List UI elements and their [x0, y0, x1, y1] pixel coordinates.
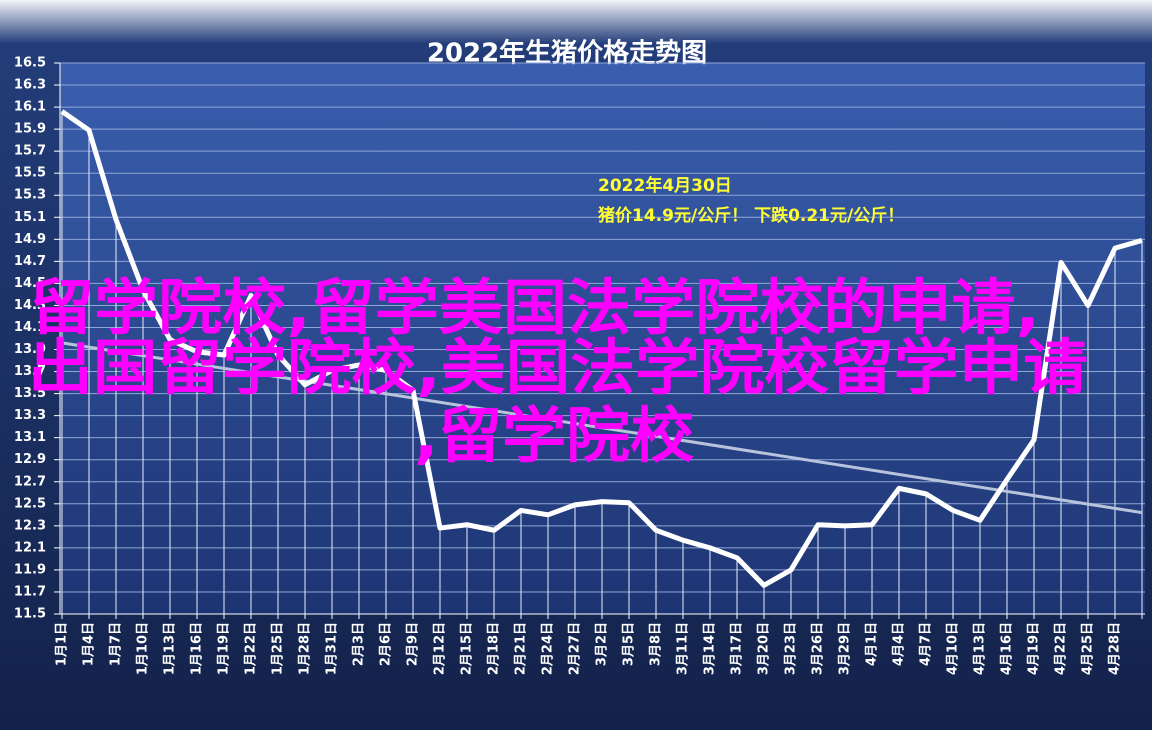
annotation: 2022年4月30日 — [598, 175, 732, 196]
overlay-text: 留学院校,留学美国法学院校的申请, — [30, 274, 1040, 344]
x-tick-label: 1月16日 — [190, 622, 205, 675]
x-tick-label: 2月18日 — [487, 622, 502, 675]
y-tick-label: 12.9 — [14, 452, 46, 467]
x-tick-label: 4月10日 — [946, 622, 961, 675]
x-tick-label: 2月15日 — [460, 622, 475, 675]
x-tick-label: 2月24日 — [541, 622, 556, 675]
y-tick-label: 14.1 — [14, 320, 46, 335]
y-tick-label: 14.5 — [14, 276, 46, 291]
price-line — [60, 109, 1143, 588]
x-tick-label: 1月13日 — [163, 622, 178, 675]
x-tick-label: 3月14日 — [703, 622, 718, 675]
x-tick-label: 1月10日 — [136, 622, 151, 675]
y-tick-label: 14.9 — [14, 232, 46, 247]
y-tick-label: 13.3 — [14, 408, 46, 423]
overlay-text: 出国留学院校,美国法学院校留学申请 — [28, 334, 1088, 404]
y-tick-label: 14.3 — [14, 298, 46, 313]
x-tick-label: 1月22日 — [244, 622, 259, 675]
x-tick-label: 2月6日 — [379, 622, 394, 666]
y-tick-label: 13.1 — [14, 430, 46, 445]
x-tick-label: 2月21日 — [514, 622, 529, 675]
y-tick-label: 15.7 — [14, 144, 46, 159]
y-tick-label: 13.7 — [14, 364, 46, 379]
x-tick-label: 4月28日 — [1108, 622, 1123, 675]
y-tick-label: 12.7 — [14, 474, 46, 489]
y-tick-label: 15.5 — [14, 166, 46, 181]
annotation: 猪价14.9元/公斤！ 下跌0.21元/公斤！ — [598, 205, 904, 226]
x-tick-label: 3月23日 — [784, 622, 799, 675]
y-tick-label: 13.5 — [14, 386, 46, 401]
x-tick-label: 2月27日 — [568, 622, 583, 675]
x-tick-label: 1月31日 — [325, 622, 340, 675]
x-tick-label: 4月7日 — [919, 622, 934, 666]
x-tick-label: 4月16日 — [1000, 622, 1015, 675]
x-tick-label: 3月5日 — [622, 622, 637, 666]
x-tick-label: 1月1日 — [55, 622, 70, 666]
y-tick-label: 12.5 — [14, 496, 46, 511]
x-tick-label: 4月4日 — [892, 622, 907, 666]
x-tick-label: 1月25日 — [271, 622, 286, 675]
x-tick-label: 4月1日 — [865, 622, 880, 666]
x-tick-label: 3月29日 — [838, 622, 853, 675]
x-tick-label: 3月20日 — [757, 622, 772, 675]
y-tick-label: 15.9 — [14, 122, 46, 137]
y-tick-label: 14.7 — [14, 254, 46, 269]
x-tick-label: 3月17日 — [730, 622, 745, 675]
x-tick-label: 4月19日 — [1027, 622, 1042, 675]
x-tick-label: 1月4日 — [82, 622, 97, 666]
x-tick-label: 4月13日 — [973, 622, 988, 675]
y-tick-label: 16.1 — [14, 100, 46, 115]
x-tick-label: 2月12日 — [433, 622, 448, 675]
x-tick-label: 2月3日 — [352, 622, 367, 666]
y-tick-label: 11.7 — [14, 584, 46, 599]
x-tick-label: 3月11日 — [676, 622, 691, 675]
x-tick-label: 2月9日 — [406, 622, 421, 666]
x-tick-label: 1月19日 — [217, 622, 232, 675]
x-tick-label: 3月8日 — [649, 622, 664, 666]
y-tick-label: 11.9 — [14, 562, 46, 577]
x-tick-label: 1月28日 — [298, 622, 313, 675]
x-tick-label: 4月25日 — [1081, 622, 1096, 675]
y-tick-label: 16.5 — [14, 56, 46, 71]
x-tick-label: 1月7日 — [109, 622, 124, 666]
x-tick-label: 4月22日 — [1054, 622, 1069, 675]
y-tick-label: 13.9 — [14, 342, 46, 357]
x-tick-label: 3月2日 — [595, 622, 610, 666]
overlay-text: ,留学院校 — [414, 402, 694, 472]
y-tick-label: 15.3 — [14, 188, 46, 203]
trendline — [61, 341, 1143, 515]
y-tick-label: 15.1 — [14, 210, 46, 225]
x-tick-label: 3月26日 — [811, 622, 826, 675]
chart-title: 2022年生猪价格走势图 — [427, 38, 707, 69]
y-tick-label: 12.3 — [14, 518, 46, 533]
y-tick-label: 12.1 — [14, 540, 46, 555]
y-tick-label: 16.3 — [14, 78, 46, 93]
y-tick-label: 11.5 — [14, 607, 46, 622]
